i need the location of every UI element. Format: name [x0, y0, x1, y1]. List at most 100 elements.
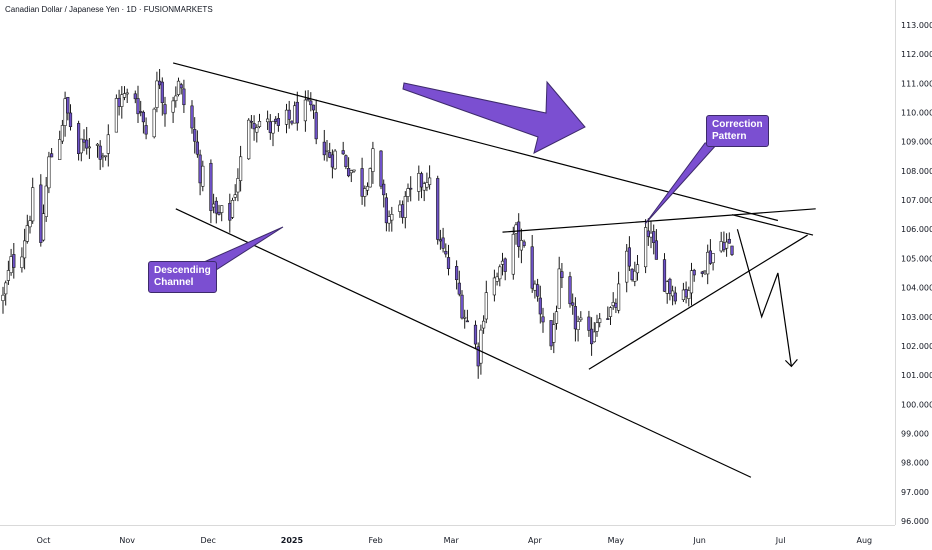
- candle-body: [195, 141, 200, 155]
- candle-body: [47, 156, 51, 189]
- candle-body: [236, 178, 240, 193]
- candle-body: [28, 220, 32, 228]
- time-tick-label: Apr: [528, 536, 543, 545]
- descending-channel-label: Descending Channel: [148, 261, 217, 293]
- candle-body: [287, 109, 291, 120]
- candle-body: [406, 188, 410, 197]
- candle-body: [417, 173, 421, 192]
- candles-layer: [1, 69, 734, 379]
- candle-body: [611, 302, 615, 306]
- time-tick-label: May: [608, 536, 625, 545]
- candle-body: [495, 276, 499, 282]
- candle-body: [41, 213, 46, 241]
- candle-body: [77, 123, 81, 154]
- candle-body: [68, 112, 73, 128]
- candle-body: [538, 297, 542, 315]
- candle-body: [573, 306, 577, 330]
- price-tick-label: 112.000: [901, 50, 932, 59]
- candle-body: [681, 289, 685, 300]
- candle-body: [174, 95, 178, 102]
- candle-body: [711, 253, 715, 264]
- candle-body: [662, 259, 667, 292]
- candle-body: [479, 329, 483, 364]
- candle-body: [643, 227, 648, 268]
- candle-body: [514, 224, 518, 234]
- candle-body: [444, 250, 448, 255]
- candle-body: [425, 182, 429, 188]
- candle-body: [665, 281, 669, 294]
- candle-body: [557, 268, 561, 309]
- candle-body: [133, 93, 137, 100]
- candle-body: [276, 118, 281, 126]
- candle-body: [360, 168, 364, 197]
- candle-body: [608, 307, 613, 317]
- price-tick-label: 110.000: [901, 109, 932, 118]
- price-tick-label: 97.000: [901, 488, 929, 497]
- time-tick-label: Oct: [37, 536, 51, 545]
- chart-title: Canadian Dollar / Japanese Yen · 1D · FU…: [5, 5, 213, 14]
- price-tick-label: 107.000: [901, 196, 932, 205]
- candle-body: [371, 148, 375, 172]
- correction-pattern-label: Correction Pattern: [706, 115, 769, 147]
- candle-body: [517, 221, 521, 247]
- price-axis[interactable]: 96.000 97.000 98.000 99.000 100.000 101.000 10…: [901, 21, 932, 526]
- time-axis[interactable]: OctNovDec2025FebMarAprMayJunJulAugSep: [37, 536, 932, 545]
- candle-body: [465, 320, 470, 323]
- channel-lower-line[interactable]: [175, 208, 752, 478]
- candle-body: [684, 289, 688, 298]
- candle-body: [446, 257, 451, 269]
- candle-body: [541, 316, 545, 323]
- candle-body: [635, 264, 640, 274]
- time-tick-label: Jul: [775, 536, 786, 545]
- candle-body: [79, 138, 83, 154]
- correction-pattern-label-line2: Pattern: [712, 131, 747, 142]
- candle-body: [473, 324, 478, 345]
- candle-body: [606, 318, 610, 320]
- candle-body: [101, 155, 105, 158]
- candle-body: [346, 168, 351, 177]
- time-tick-label: Jun: [692, 536, 706, 545]
- price-tick-label: 101.000: [901, 371, 932, 380]
- candle-body: [125, 92, 129, 95]
- candle-body: [12, 254, 16, 268]
- candle-body: [141, 111, 146, 123]
- candle-body: [592, 331, 596, 343]
- candle-body: [652, 231, 656, 243]
- price-tick-label: 104.000: [901, 284, 932, 293]
- triangle-top-line[interactable]: [502, 208, 816, 233]
- candle-body: [703, 270, 707, 273]
- candle-body: [460, 294, 464, 319]
- candle-body: [554, 311, 559, 324]
- projection-path[interactable]: [736, 229, 792, 367]
- time-tick-label: 2025: [281, 536, 304, 545]
- candle-body: [198, 154, 202, 184]
- candle-body: [706, 251, 710, 275]
- candle-body: [427, 177, 432, 185]
- candle-body: [363, 188, 367, 197]
- bearish-arrow-icon: [402, 80, 586, 154]
- candle-body: [309, 100, 313, 106]
- candle-body: [633, 270, 637, 282]
- candle-body: [498, 266, 502, 280]
- triangle-apex-line[interactable]: [731, 214, 814, 236]
- candle-body: [265, 118, 270, 123]
- candle-body: [85, 139, 89, 149]
- candle-body: [9, 256, 13, 274]
- candle-body: [595, 322, 599, 332]
- candle-body: [268, 121, 272, 133]
- candle-body: [481, 320, 486, 329]
- drawings-layer: [172, 62, 816, 478]
- candle-body: [422, 183, 426, 191]
- triangle-bottom-line[interactable]: [588, 234, 808, 370]
- candle-body: [646, 230, 650, 237]
- candle-body: [122, 93, 127, 98]
- candle-body: [295, 101, 299, 124]
- channel-upper-line[interactable]: [172, 62, 779, 222]
- candle-body: [700, 271, 704, 274]
- candle-body: [49, 153, 54, 158]
- candle-body: [290, 120, 294, 124]
- candle-body: [212, 203, 216, 208]
- candle-body: [630, 268, 634, 281]
- candle-body: [708, 250, 712, 264]
